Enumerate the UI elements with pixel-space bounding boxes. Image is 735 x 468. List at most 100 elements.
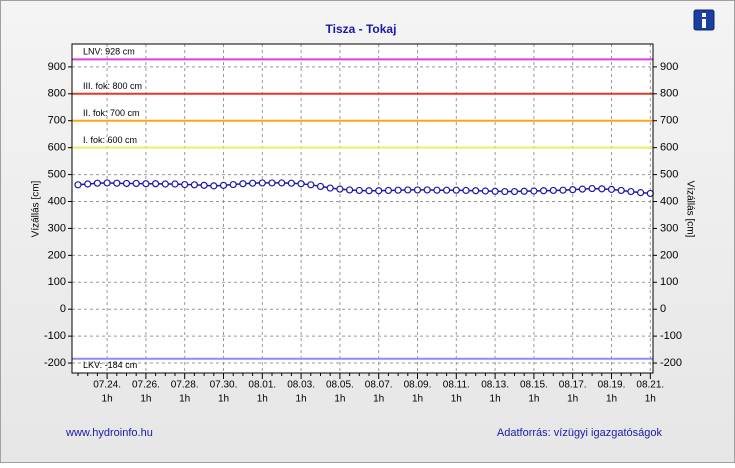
data-point [627,187,635,196]
y2-tick-label: 800 [660,88,678,100]
data-point [539,187,548,195]
data-point [336,185,344,193]
x-tick-label: 08.21. [636,380,664,391]
reference-label: I. fok: 600 cm [83,135,137,145]
data-point [607,185,616,193]
data-point [355,186,363,195]
data-point [122,179,131,188]
data-point [413,186,422,194]
data-point [433,186,441,194]
data-point [588,184,596,193]
x-tick-sublabel: 1h [257,394,268,405]
x-tick-sublabel: 1h [179,394,190,405]
y2-tick-label: 0 [660,303,666,315]
data-point [530,187,538,195]
y-tick-label: 200 [48,249,66,261]
x-tick-sublabel: 1h [373,394,384,405]
x-tick-sublabel: 1h [606,394,617,405]
data-point [394,186,402,194]
x-tick-label: 08.15. [520,380,548,391]
y2-axis-label: Vízállás [cm] [684,181,695,238]
data-point [161,180,169,188]
x-tick-sublabel: 1h [645,394,656,405]
y-tick-label: 700 [48,115,66,127]
y-tick-label: 800 [48,88,66,100]
y-tick-label: 0 [60,303,66,315]
x-tick-sublabel: 1h [490,394,501,405]
data-point [297,180,305,188]
y2-tick-label: 600 [660,142,678,154]
x-tick-label: 07.26. [132,380,160,391]
y-tick-label: -200 [44,357,66,369]
x-tick-sublabel: 1h [451,394,462,405]
data-point [617,186,625,195]
x-tick-label: 08.11. [443,380,470,391]
x-tick-label: 07.30. [210,380,238,391]
y2-tick-label: 100 [660,276,678,288]
data-point [103,179,111,187]
x-tick-label: 08.17. [559,380,587,391]
chart-title: Tisza - Tokaj [326,22,397,36]
data-point [559,186,567,194]
y-tick-label: -100 [44,330,66,342]
data-point [452,186,460,194]
data-point [142,180,150,188]
x-tick-sublabel: 1h [218,394,229,405]
data-point [384,186,392,195]
data-point [132,179,140,188]
y-tick-label: 500 [48,168,66,180]
y-tick-label: 900 [48,61,66,73]
data-point [210,182,218,190]
data-point [472,187,480,195]
x-tick-sublabel: 1h [140,394,151,405]
x-tick-label: 08.03. [287,380,315,391]
data-point [316,182,325,191]
x-tick-sublabel: 1h [102,394,113,405]
y-tick-label: 100 [48,276,66,288]
data-point [569,186,577,194]
data-point [249,179,257,187]
x-tick-label: 08.01. [248,380,276,391]
x-tick-sublabel: 1h [296,394,307,405]
data-point [375,187,383,195]
source-right: Adatforrás: vízügyi igazgatóságok [497,427,663,439]
x-tick-label: 07.24. [93,380,121,391]
data-point [287,179,295,187]
reference-label: LNV: 928 cm [83,47,135,57]
reference-label: II. fok: 700 cm [83,108,140,118]
reference-label: III. fok: 800 cm [83,81,142,91]
data-point [268,179,276,187]
x-tick-sublabel: 1h [528,394,539,405]
data-point [365,187,373,195]
y2-tick-label: 400 [660,195,678,207]
y-axis-label: Vízállás [cm] [31,180,42,237]
data-point [578,185,587,193]
y-tick-label: 600 [48,142,66,154]
data-point [219,181,228,189]
data-point [491,187,499,195]
x-tick-label: 08.05. [326,380,354,391]
x-tick-label: 07.28. [171,380,199,391]
x-tick-sublabel: 1h [412,394,423,405]
y2-tick-label: 900 [660,61,678,73]
data-point [200,181,208,189]
source-left: www.hydroinfo.hu [65,427,153,439]
data-point [229,180,237,189]
x-tick-label: 08.19. [598,380,626,391]
y2-tick-label: 300 [660,222,678,234]
data-point [258,179,266,187]
y-tick-label: 400 [48,195,66,207]
data-point [93,179,102,187]
info-icon[interactable] [693,9,715,31]
plot-area [71,43,654,374]
x-tick-sublabel: 1h [334,394,345,405]
data-point [501,187,509,196]
y-tick-label: 300 [48,222,66,234]
data-point [443,186,451,194]
reference-label: LKV: -184 cm [83,360,137,370]
y2-tick-label: -100 [660,330,682,342]
data-point [190,181,198,189]
data-point [520,187,528,195]
x-tick-sublabel: 1h [567,394,578,405]
data-point [239,180,247,188]
